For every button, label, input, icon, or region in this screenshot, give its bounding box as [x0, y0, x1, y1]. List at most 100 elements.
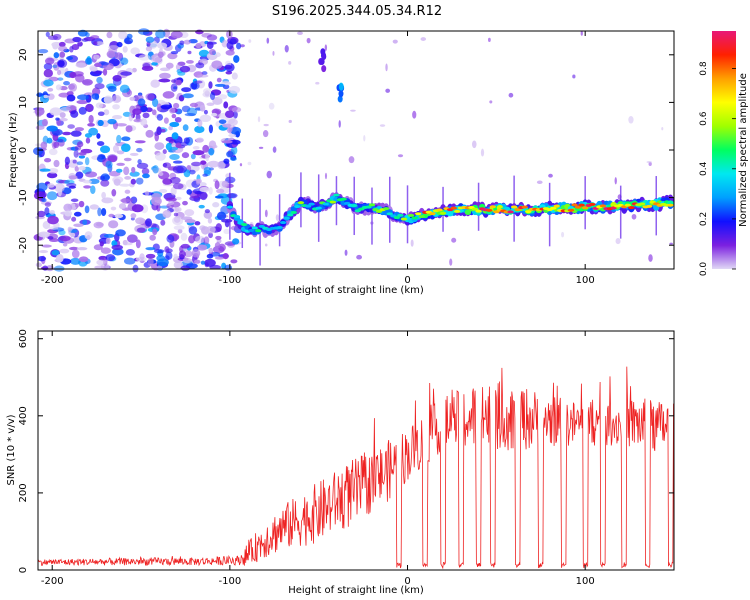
spectrogram-noise-blob — [123, 166, 130, 176]
spectrogram-noise-blob — [188, 235, 195, 244]
spectrogram-noise-blob — [114, 52, 123, 59]
spectrogram-noise-blob — [183, 137, 190, 144]
spectrogram-noise-blob — [136, 147, 143, 153]
spectrogram-noise-blob — [223, 228, 231, 235]
spectrogram-noise-blob — [173, 253, 178, 260]
spectrogram-noise-blob — [85, 32, 90, 38]
spectrogram-noise-blob — [138, 54, 151, 61]
spectrogram-noise-blob — [324, 172, 328, 180]
spectrogram-noise-blob — [100, 247, 112, 254]
spectrogram-noise-blob — [107, 85, 117, 92]
spectrogram-noise-blob — [97, 207, 102, 217]
snr-x-tick-label: -100 — [219, 576, 242, 587]
colorbar-ticks: 0.0 0.2 0.4 0.6 0.8 — [699, 61, 736, 276]
spectrogram-noise-blob — [91, 93, 100, 100]
spectrogram-noise-blob — [58, 45, 68, 52]
snr-y-tick-label: 200 — [18, 483, 29, 502]
spectrogram-noise-blob — [181, 152, 190, 159]
spectrogram-noise-blob — [70, 232, 76, 238]
spectrogram-noise-blob — [508, 92, 514, 98]
spectrogram-track-cell — [279, 221, 287, 225]
spectrogram-noise-blob — [266, 37, 270, 44]
spectrogram-noise-blob — [134, 140, 146, 144]
spectrogram-noise-blob — [55, 254, 64, 263]
spectrogram-noise-blob — [108, 213, 115, 218]
spectrogram-noise-blob — [232, 110, 238, 119]
spectrogram-noise-blob — [158, 78, 171, 83]
spectrogram-noise-blob — [147, 257, 154, 267]
spectrogram-noise-blob — [216, 188, 225, 194]
snr-y-tick-label: 0 — [18, 567, 29, 573]
spectrogram-noise-blob — [162, 210, 172, 219]
spectrogram-noise-blob — [410, 239, 414, 247]
snr-x-tick-label: 100 — [576, 576, 595, 587]
spectrogram-noise-blob — [137, 98, 146, 107]
spectrogram-noise-blob — [257, 116, 261, 123]
spectrogram-noise-blob — [100, 62, 110, 66]
spectrogram-noise-blob — [183, 39, 192, 45]
spectrogram-noise-blob — [85, 171, 98, 178]
spectrogram-noise-blob — [199, 104, 206, 112]
spectrogram-noise-blob — [44, 202, 52, 207]
spectrogram-noise-blob — [90, 35, 100, 40]
spectrogram-noise-blob — [160, 219, 166, 226]
spectrogram-noise-blob — [159, 67, 171, 72]
spectrogram-noise-blob — [263, 123, 269, 127]
spectrogram-noise-blob — [648, 254, 653, 262]
spectrogram-noise-blob — [74, 166, 79, 172]
figure-title: S196.2025.344.05.34.R12 — [272, 4, 442, 19]
spectrogram-noise-blob — [156, 126, 162, 136]
spectrogram-noise-blob — [151, 196, 162, 206]
spectrogram-noise-blob — [48, 226, 59, 230]
spectrogram-noise-blob — [412, 110, 417, 119]
spectrogram-noise-blob — [195, 137, 204, 143]
spectrogram-noise-blob — [140, 105, 148, 113]
spectrogram-noise-blob — [137, 159, 142, 165]
spectrogram-track-cell — [400, 217, 408, 221]
spectrogram-noise-blob — [96, 76, 103, 84]
spectrogram-noise-blob — [53, 159, 60, 168]
spectrogram-noise-blob — [59, 235, 71, 242]
spectrogram-noise-blob — [112, 75, 122, 82]
spectrogram-noise-blob — [130, 213, 137, 219]
spectrogram-noise-blob — [199, 191, 208, 201]
spectrogram-noise-blob — [175, 63, 181, 71]
spectrogram-noise-blob — [216, 77, 222, 83]
spectrogram-noise-blob — [78, 106, 87, 115]
spectrogram-noise-blob — [348, 156, 355, 164]
spectrogram-noise-blob — [132, 108, 142, 115]
spectrogram-noise-blob — [45, 31, 50, 38]
spectrogram-noise-blob — [73, 211, 82, 217]
spectrogram-noise-blob — [206, 41, 214, 50]
spectrogram-noise-blob — [89, 204, 99, 210]
spectrogram-y-ticks: -20 -10 0 10 20 — [18, 48, 674, 253]
spectrogram-noise-blob — [38, 231, 50, 238]
spectrogram-noise-blob — [229, 38, 237, 45]
spectrogram-noise-blob — [38, 250, 49, 254]
spectrogram-y-tick-label: -20 — [18, 237, 29, 253]
spectrogram-noise-blob — [145, 36, 155, 43]
spectrogram-track-cell — [581, 206, 589, 210]
spectrogram-noise-blob — [62, 131, 72, 136]
spectrogram-noise-blob — [164, 246, 170, 253]
spectrogram-noise-blob — [197, 118, 203, 128]
spectrogram-noise-blob — [194, 221, 201, 226]
spectrogram-noise-blob — [106, 31, 113, 39]
spectrogram-noise-blob — [94, 62, 102, 68]
spectrogram-noise-blob — [178, 250, 186, 258]
spectrogram-noise-blob — [228, 85, 241, 94]
spectrogram-noise-blob — [284, 44, 289, 53]
spectrogram-noise-blob — [142, 112, 150, 119]
spectrogram-noise-blob — [192, 150, 205, 156]
spectrogram-noise-blob — [73, 149, 79, 158]
spectrogram-track-cell — [315, 206, 322, 210]
spectrogram-noise-blob — [230, 139, 241, 145]
spectrogram-noise-blob — [103, 95, 113, 104]
spectrogram-noise-blob — [138, 28, 150, 35]
spectrogram-noise-blob — [264, 243, 268, 247]
spectrogram-noise-blob — [149, 234, 156, 241]
spectrogram-noise-blob — [207, 217, 213, 224]
spectrogram-noise-blob — [231, 106, 242, 113]
spectrogram-noise-blob — [224, 264, 233, 271]
spectrogram-noise-blob — [203, 211, 213, 219]
